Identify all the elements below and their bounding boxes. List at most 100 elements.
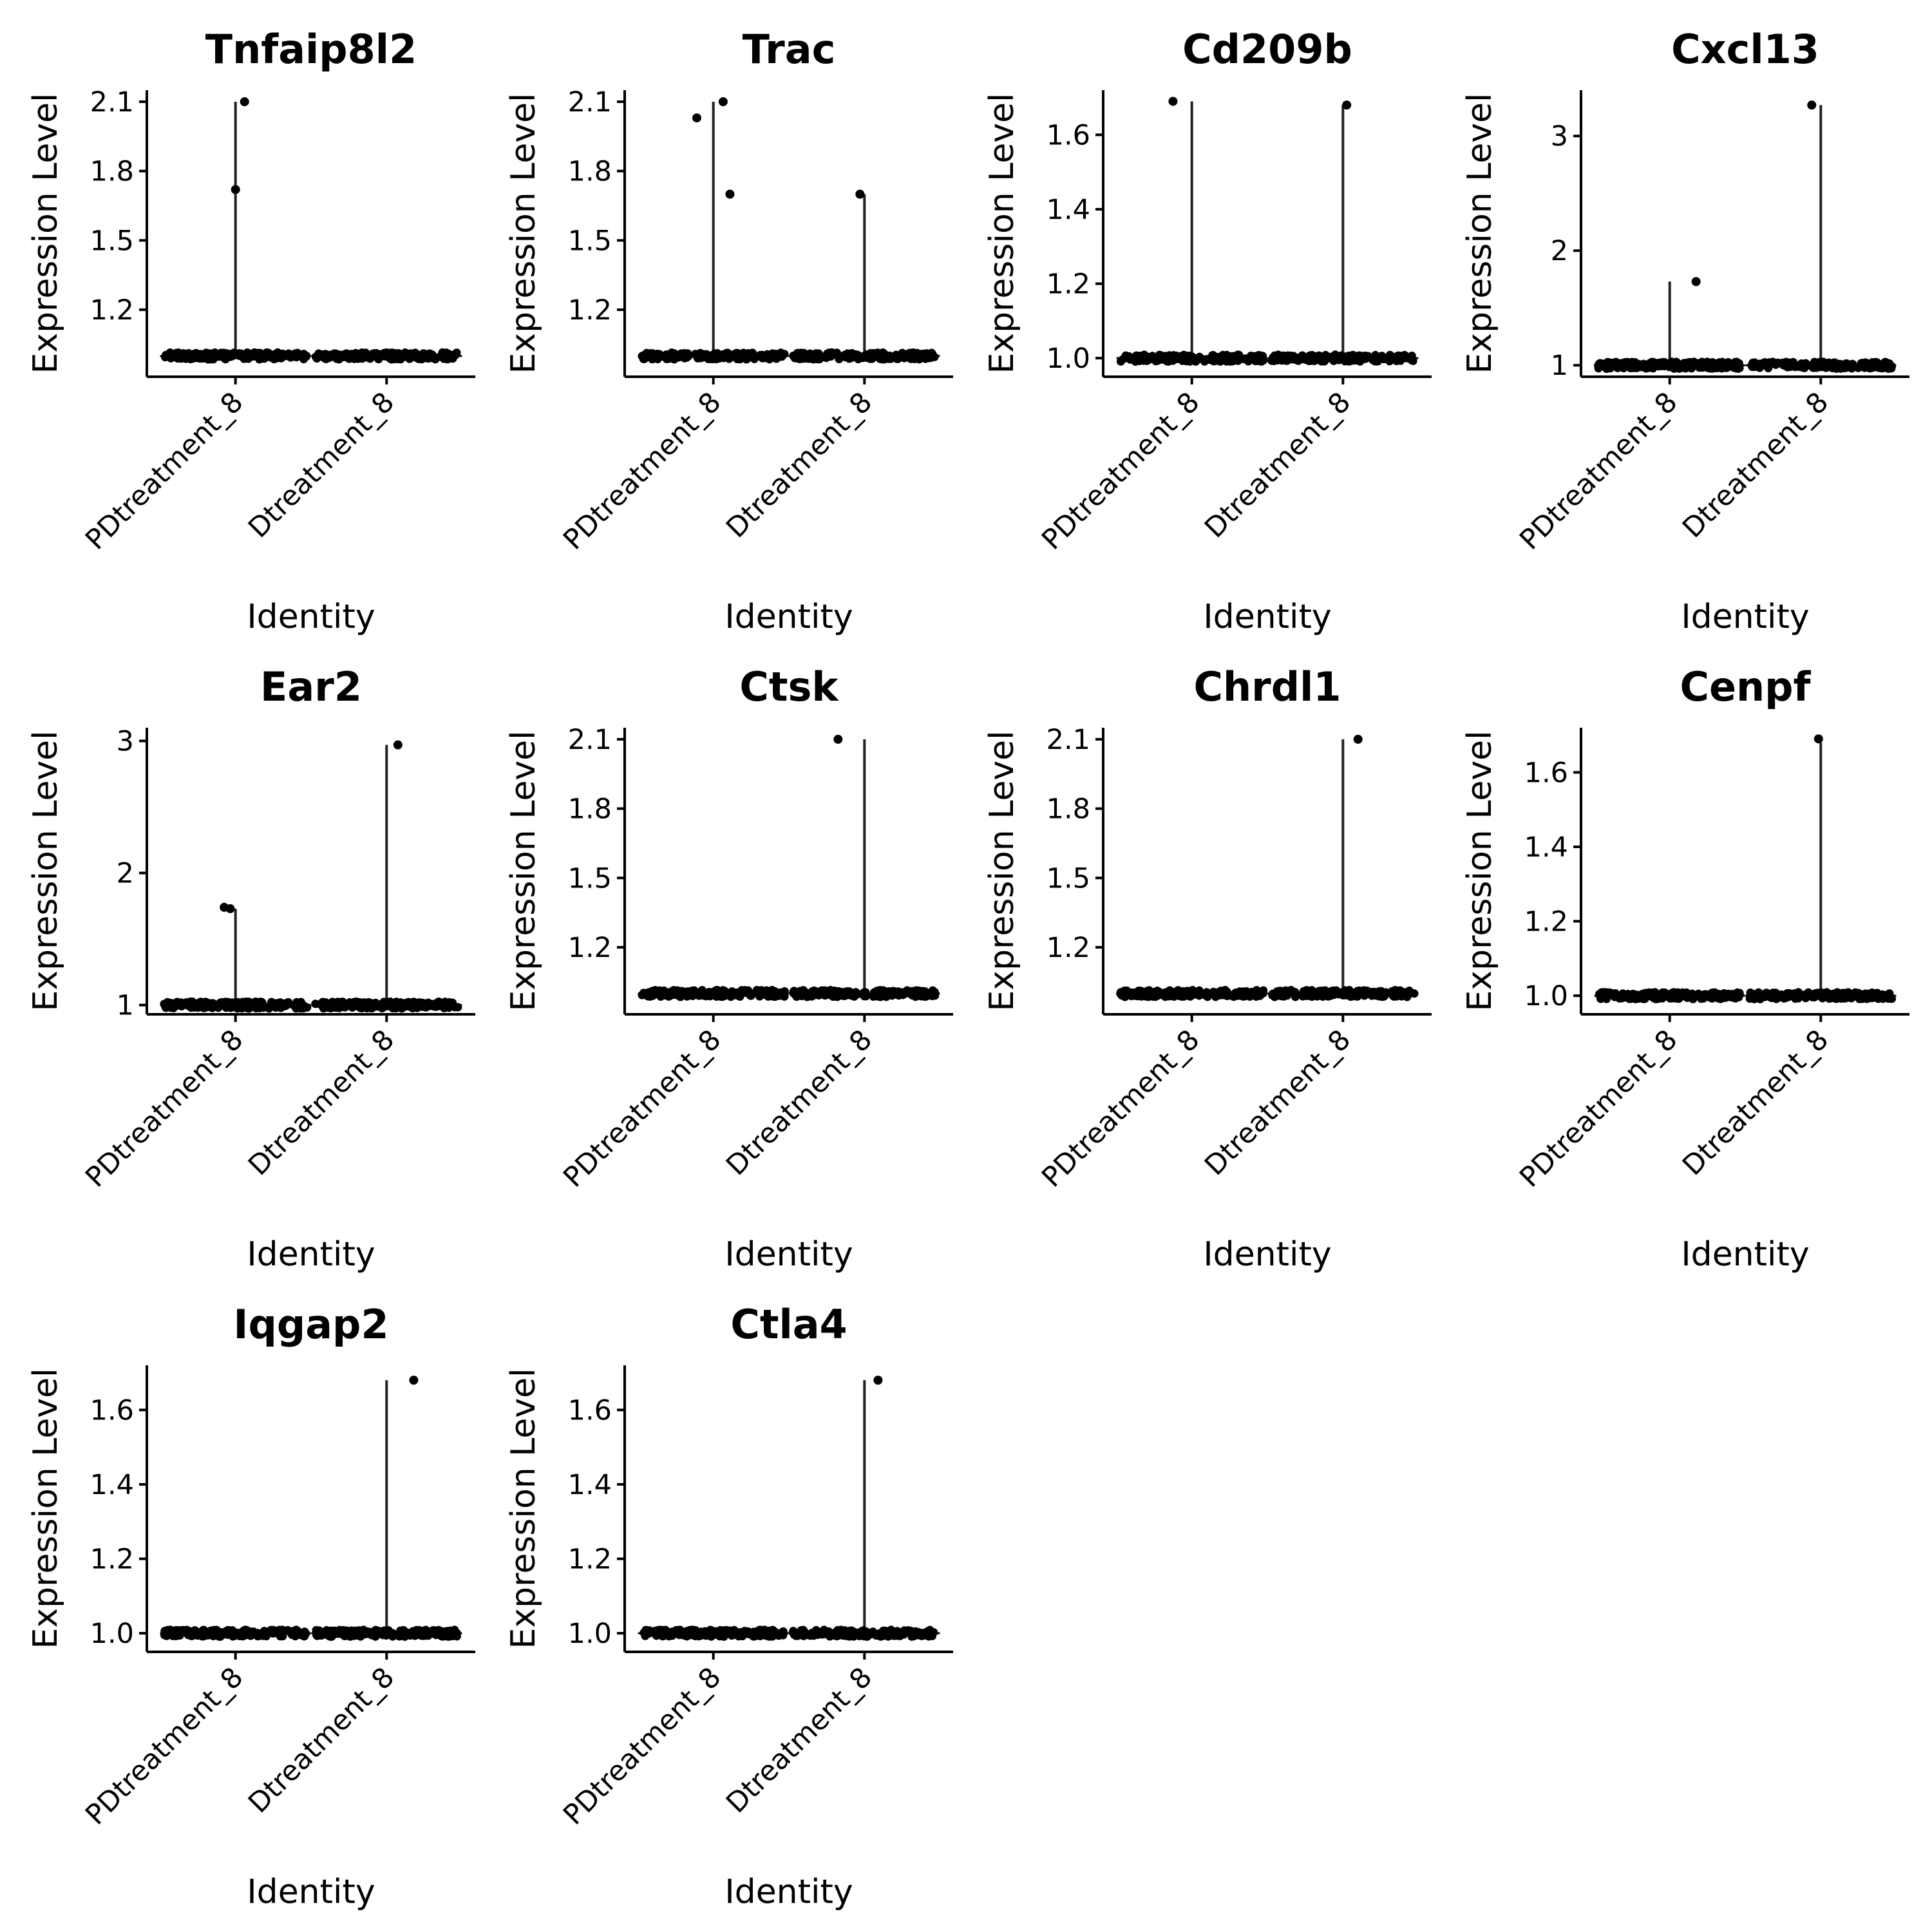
data-point (928, 1631, 937, 1640)
panel-title: Ctsk (739, 663, 839, 710)
chart-panel: Ctsk 1.2 1.5 1.8 2.1 Expression Level PDtreatm… (504, 663, 953, 1274)
data-point (1640, 992, 1649, 1001)
data-point (255, 352, 264, 361)
outlier-point (692, 113, 701, 123)
y-axis-title: Expression Level (26, 93, 65, 374)
y-tick-label: 2 (117, 858, 134, 890)
data-point (431, 1002, 440, 1011)
data-point (1183, 987, 1192, 996)
data-point (1868, 993, 1877, 1002)
data-point (1814, 361, 1823, 370)
y-tick-label: 1.8 (568, 793, 612, 826)
x-tick-label: Dtreatment_8 (1198, 1023, 1357, 1182)
data-point (216, 999, 225, 1009)
data-point (1268, 990, 1277, 999)
outlier-point (1342, 100, 1352, 110)
data-point (1313, 992, 1322, 1001)
data-point (337, 1001, 346, 1010)
panel-title: Trac (743, 26, 836, 73)
data-point (354, 998, 363, 1007)
data-point (330, 1003, 339, 1012)
data-point (1785, 358, 1794, 367)
data-point (1146, 990, 1155, 999)
chart-panel: Cenpf 1.0 1.2 1.4 1.6 Expression Level PDtreat… (1461, 663, 1909, 1274)
y-tick-label: 2.1 (1046, 724, 1090, 756)
data-point (1173, 991, 1182, 1000)
data-point (1625, 359, 1634, 368)
y-tick-label: 1.2 (1046, 269, 1090, 301)
y-tick-label: 2 (1551, 235, 1568, 267)
x-axis-title: Identity (1203, 598, 1331, 636)
data-point (186, 355, 195, 364)
data-point (848, 349, 857, 358)
data-point (289, 1001, 298, 1010)
chart-panel: Tnfaip8l2 1.2 1.5 1.8 2.1 Expression Level PDt… (26, 26, 475, 636)
chart-panel: Iqgap2 1.0 1.2 1.4 1.6 Expression Level PDtrea… (26, 1301, 475, 1911)
y-tick-label: 1.0 (90, 1618, 134, 1650)
data-point (724, 1627, 733, 1636)
data-point (743, 1629, 752, 1638)
data-point (235, 352, 244, 361)
data-point (840, 1631, 849, 1640)
data-point (1606, 361, 1615, 370)
y-tick-label: 1.0 (568, 1618, 612, 1650)
y-tick-label: 1 (117, 990, 134, 1022)
data-point (656, 1627, 665, 1636)
data-point (193, 354, 202, 363)
data-point (388, 348, 397, 357)
data-point (1613, 363, 1622, 372)
y-tick-label: 1.2 (1046, 932, 1090, 964)
chart-panel: Ctla4 1.0 1.2 1.4 1.6 Expression Level PDtreat… (504, 1301, 953, 1911)
data-point (1206, 989, 1215, 998)
data-point (177, 1001, 186, 1010)
data-point (1120, 354, 1129, 363)
data-point (685, 351, 694, 360)
data-point (923, 354, 933, 363)
panel-title: Ear2 (260, 663, 362, 710)
data-point (301, 352, 310, 361)
outlier-point (1353, 734, 1363, 744)
data-point (176, 354, 185, 363)
data-point (444, 1003, 453, 1012)
data-point (196, 1627, 205, 1636)
x-tick-label: PDtreatment_8 (1036, 386, 1206, 556)
y-tick-label: 1.2 (568, 294, 612, 327)
data-point (1857, 359, 1866, 368)
data-point (1841, 363, 1850, 372)
data-point (900, 1626, 909, 1635)
outlier-point (1691, 277, 1701, 287)
data-point (820, 986, 829, 995)
y-axis-title: Expression Level (26, 1368, 65, 1649)
data-point (1843, 989, 1852, 998)
data-point (243, 351, 252, 360)
data-point (638, 351, 647, 360)
chart-panel: Ear2 1 2 3 Expression Level PDtreatment_8Dtre… (26, 663, 475, 1274)
panel-title: Cd209b (1182, 26, 1352, 73)
data-point (762, 1627, 771, 1636)
data-point (741, 350, 750, 359)
x-axis-title: Identity (247, 598, 375, 636)
data-point (810, 986, 819, 995)
data-point (1216, 990, 1225, 999)
data-point (804, 350, 813, 359)
data-point (1385, 354, 1394, 363)
data-point (259, 1003, 268, 1012)
data-point (312, 1631, 321, 1640)
data-point (160, 1629, 169, 1638)
data-point (312, 353, 321, 362)
data-point (218, 352, 227, 361)
y-tick-label: 1.5 (1046, 862, 1090, 895)
data-point (421, 1001, 430, 1010)
data-point (1769, 992, 1778, 1001)
data-point (746, 991, 755, 1000)
data-point (1665, 363, 1674, 372)
data-point (665, 989, 674, 998)
data-point (236, 1001, 245, 1010)
data-point (1255, 989, 1264, 998)
x-axis-title: Identity (724, 1235, 853, 1274)
y-tick-label: 1.2 (568, 932, 612, 964)
data-point (273, 352, 282, 361)
data-point (730, 350, 739, 359)
data-point (1195, 986, 1204, 995)
data-point (888, 352, 897, 361)
